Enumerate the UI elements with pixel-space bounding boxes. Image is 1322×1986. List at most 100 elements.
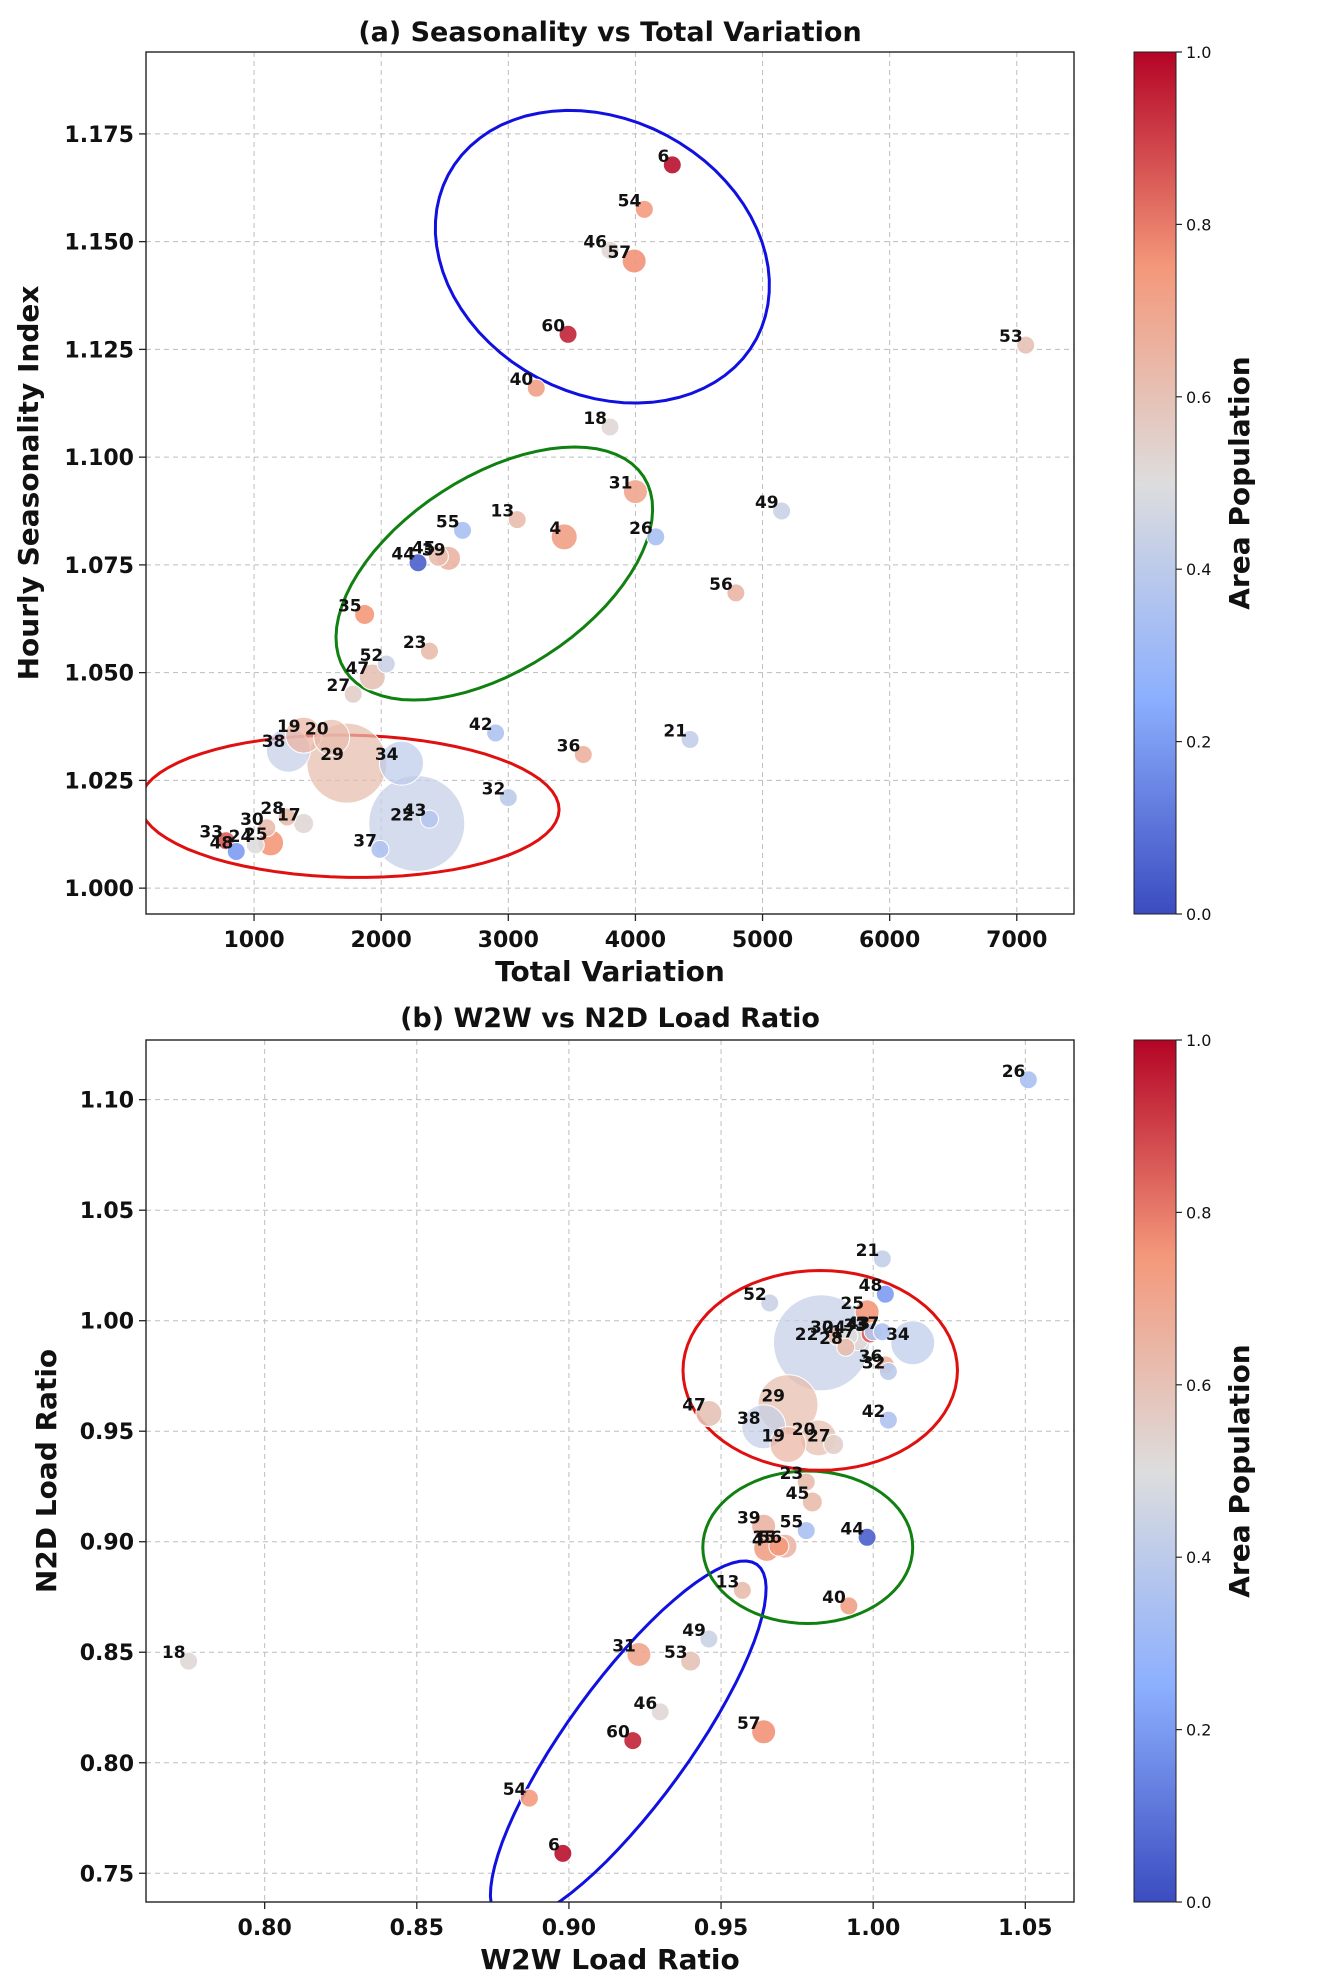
panel-a-point-36 — [573, 745, 593, 765]
panel-a-point-4 — [550, 523, 578, 551]
panel-a-colorbar-ticks: 0.0 0.2 0.4 0.6 0.8 1.0 — [1176, 43, 1211, 924]
panel-b-point-48 — [875, 1284, 895, 1304]
panel-a-point-label-6: 6 — [657, 147, 669, 167]
panel-a-point-label-55: 55 — [436, 512, 460, 532]
panel-b-point-label-21: 21 — [856, 1241, 880, 1261]
panel-b-point-label-39: 39 — [737, 1508, 761, 1528]
panel-a-ytick-label: 1.000 — [64, 877, 134, 902]
panel-a-point-label-37: 37 — [353, 831, 377, 851]
panel-b-point-label-49: 49 — [682, 1621, 706, 1641]
panel-a-point-30 — [257, 818, 277, 838]
panel-b-point-label-27: 27 — [807, 1426, 831, 1446]
panel-a-ytick-label: 1.100 — [64, 446, 134, 471]
panel-a-ellipses — [146, 108, 771, 879]
panel-a-point-label-47: 47 — [346, 659, 370, 679]
panel-a-point-label-38: 38 — [262, 732, 286, 752]
panel-b-point-label-47: 47 — [682, 1396, 706, 1416]
panel-b-xticks: 0.80 0.85 0.90 0.95 1.00 1.05 — [238, 1902, 1052, 1941]
panel-b-point-label-6: 6 — [548, 1835, 560, 1855]
panel-b-xtick-label: 0.95 — [694, 1916, 748, 1941]
panel-a-point-label-35: 35 — [338, 596, 362, 616]
panel-a-point-21 — [680, 729, 700, 749]
panel-a-point-label-43: 43 — [403, 801, 427, 821]
panel-b-point-34 — [890, 1320, 936, 1366]
panel-b-ytick-label: 0.90 — [80, 1531, 134, 1556]
panel-a-point-label-30: 30 — [240, 810, 264, 830]
panel-a-point-label-56: 56 — [709, 575, 733, 595]
panel-b-point-label-24: 24 — [822, 1318, 846, 1338]
panel-a-ytick-label: 1.150 — [64, 231, 134, 256]
panel-a: (a) Seasonality vs Total Variation 65446… — [12, 17, 1256, 988]
panel-b-point-label-42: 42 — [862, 1402, 886, 1422]
panel-b-point-label-29: 29 — [761, 1387, 785, 1407]
panel-b-point-label-55: 55 — [780, 1513, 804, 1533]
panel-b-point-27 — [823, 1433, 845, 1455]
panel-b-point-label-26: 26 — [1002, 1062, 1026, 1082]
panel-a-point-53 — [1016, 335, 1036, 355]
panel-b-xtick-label: 0.90 — [542, 1916, 596, 1941]
panel-b-point-label-33: 33 — [843, 1316, 867, 1336]
panel-a-point-20 — [313, 718, 351, 756]
panel-b-point-label-30: 30 — [810, 1318, 834, 1338]
panel-a-xtick-label: 2000 — [351, 928, 412, 953]
panel-b-point-32 — [878, 1362, 898, 1382]
panel-a-point-label-60: 60 — [541, 316, 565, 336]
panel-a-xtick-label: 1000 — [223, 928, 284, 953]
panel-b-colorbar-label: Area Population — [1223, 1344, 1256, 1598]
panel-b-colorbar-ticks: 0.0 0.2 0.4 0.6 0.8 1.0 — [1176, 1031, 1211, 1912]
panel-a-point-49 — [772, 501, 792, 521]
panel-a-point-label-45: 45 — [412, 538, 436, 558]
panel-b-xtick-label: 0.85 — [390, 1916, 444, 1941]
panel-a-colorbar-tick-label: 1.0 — [1186, 43, 1211, 62]
panel-b-point-26 — [1018, 1070, 1038, 1090]
panel-b-point-label-28: 28 — [819, 1329, 843, 1349]
panel-a-point-44 — [408, 553, 428, 573]
panel-b-colorbar-tick-label: 0.4 — [1186, 1548, 1211, 1567]
panel-a-point-35 — [354, 603, 376, 625]
panel-b-point-label-35: 35 — [752, 1528, 776, 1548]
panel-a-point-label-40: 40 — [510, 370, 534, 390]
panel-b-point-42 — [878, 1410, 898, 1430]
panel-b-point-55 — [796, 1521, 816, 1541]
panel-a-point-label-32: 32 — [482, 780, 506, 800]
panel-b-point-label-23: 23 — [780, 1464, 804, 1484]
panel-b-cluster-ellipse — [701, 1469, 915, 1626]
panel-b-point-6 — [553, 1843, 573, 1863]
panel-b-point-label-32: 32 — [862, 1354, 886, 1374]
panel-a-point-label-18: 18 — [583, 409, 607, 429]
panel-b-point-label-17: 17 — [831, 1323, 855, 1343]
panel-b-point-39 — [751, 1513, 777, 1539]
panel-b-title: (b) W2W vs N2D Load Ratio — [400, 1003, 820, 1034]
panel-b-point-label-37: 37 — [856, 1314, 880, 1334]
panel-a-point-label-27: 27 — [327, 676, 351, 696]
panel-a-point-54 — [634, 199, 654, 219]
panel-a-point-label-33: 33 — [199, 823, 223, 843]
panel-a-frame — [145, 51, 1075, 915]
panel-b-ytick-label: 0.80 — [80, 1752, 134, 1777]
panel-a-colorbar: 0.0 0.2 0.4 0.6 0.8 1.0 Area Population — [1133, 43, 1256, 924]
panel-b-ytick-label: 0.75 — [80, 1862, 134, 1887]
panel-b-point-46 — [650, 1702, 670, 1722]
panel-a-xtick-label: 4000 — [605, 928, 666, 953]
panel-a-ylabel: Hourly Seasonality Index — [12, 286, 45, 681]
panel-b-ytick-label: 1.05 — [80, 1199, 134, 1224]
panel-b-point-31 — [626, 1641, 652, 1667]
panel-b-point-label-44: 44 — [840, 1519, 864, 1539]
panel-a-point-34 — [379, 740, 425, 786]
panel-a-point-23 — [419, 641, 439, 661]
panel-a-point-43 — [419, 809, 439, 829]
panel-b-point-label-38: 38 — [737, 1409, 761, 1429]
panel-b-point-40 — [839, 1596, 859, 1616]
panel-b-point-label-48: 48 — [859, 1276, 883, 1296]
panel-a-point-18 — [600, 417, 620, 437]
panel-a-point-6 — [662, 155, 682, 175]
panel-b-point-13 — [732, 1580, 752, 1600]
panel-b-xlabel: W2W Load Ratio — [480, 1943, 739, 1976]
panel-a-xtick-label: 3000 — [478, 928, 539, 953]
panel-a-ytick-label: 1.075 — [64, 554, 134, 579]
panel-b-ellipses — [488, 1268, 960, 1902]
panel-a-point-48 — [226, 842, 246, 862]
panel-a-colorbar-tick-label: 0.2 — [1186, 733, 1211, 752]
panel-b-ytick-label: 0.95 — [80, 1420, 134, 1445]
